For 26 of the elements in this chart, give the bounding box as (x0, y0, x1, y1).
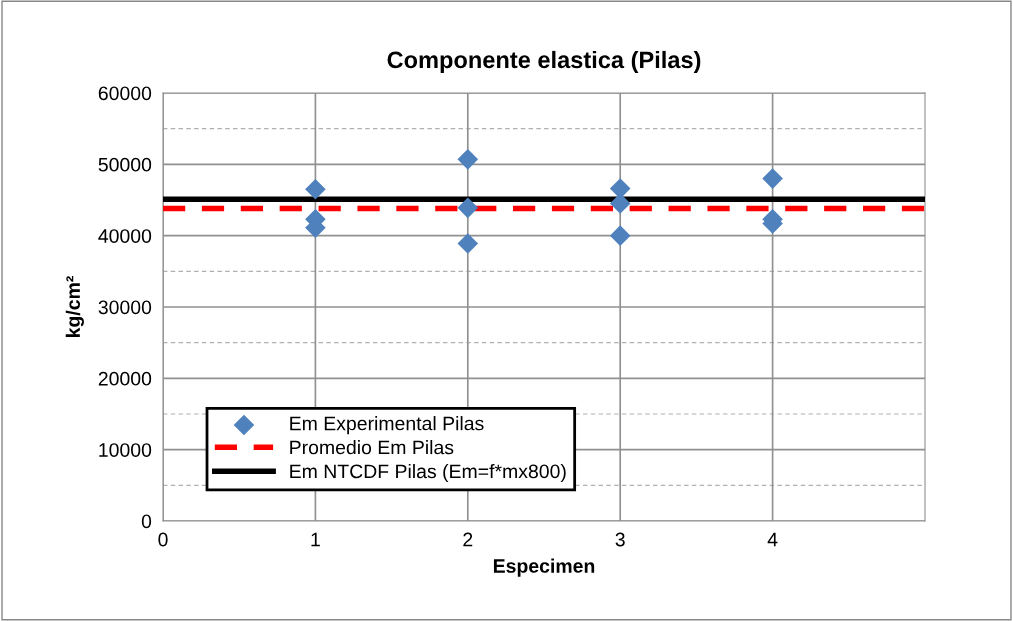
point (609, 178, 631, 199)
y-axis-title: kg/cm² (65, 276, 84, 337)
x-tick-label: 1 (311, 532, 320, 547)
x-tick-label: 0 (158, 532, 168, 547)
y-tick-label: 50000 (98, 157, 152, 172)
y-tick-label: 0 (141, 514, 152, 529)
point (305, 179, 326, 200)
point (457, 149, 479, 170)
y-tick-label: 60000 (98, 86, 152, 101)
x-tick-label: 3 (615, 532, 625, 547)
x-tick-label: 2 (463, 532, 473, 547)
point (762, 168, 783, 189)
point (609, 225, 631, 246)
point (457, 233, 479, 254)
y-tick-label: 30000 (98, 300, 152, 315)
legend-label: Promedio Em Pilas (290, 440, 454, 455)
y-tick-label: 40000 (98, 229, 152, 243)
chart-title: Componente elastica (Pilas) (387, 50, 701, 73)
x-tick-label: 4 (767, 532, 778, 547)
y-tick-label: 20000 (98, 371, 152, 386)
legend-label: Em Experimental Pilas (290, 416, 484, 435)
y-tick-label: 10000 (99, 443, 152, 457)
point (457, 197, 479, 219)
legend-label: Em NTCDF Pilas (Em=f*mx800) (290, 463, 566, 483)
point (609, 193, 631, 214)
x-axis-title: Especimen (493, 558, 595, 577)
